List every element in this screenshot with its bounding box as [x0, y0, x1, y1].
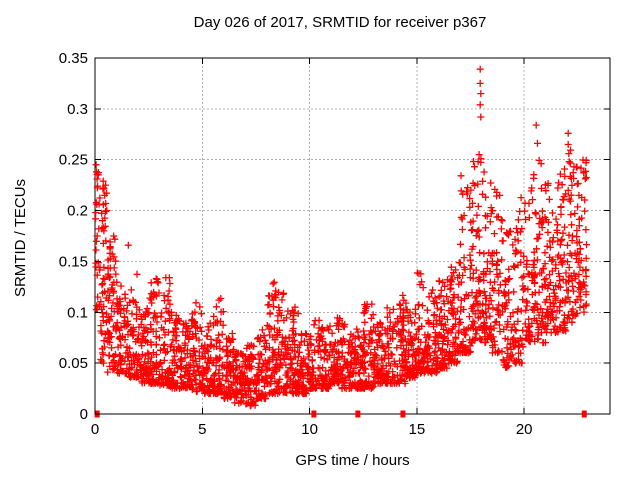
x-tick-label: 15 — [409, 421, 426, 438]
x-tick-label: 20 — [516, 421, 533, 438]
y-tick-label: 0.3 — [67, 101, 88, 118]
x-tick-label: 0 — [91, 421, 99, 438]
data-points — [92, 65, 590, 410]
y-tick-label: 0.2 — [67, 203, 88, 220]
zero-value-marker — [581, 410, 587, 418]
y-tick-label: 0.25 — [59, 152, 88, 169]
zero-value-marker — [355, 410, 361, 418]
y-tick-label: 0.1 — [67, 304, 88, 321]
x-axis-label: GPS time / hours — [295, 452, 410, 469]
chart-title: Day 026 of 2017, SRMTID for receiver p36… — [193, 14, 487, 31]
y-tick-label: 0.05 — [59, 355, 88, 372]
x-tick-label: 10 — [301, 421, 318, 438]
x-tick-label: 5 — [198, 421, 206, 438]
zero-value-marker — [311, 410, 317, 418]
y-tick-label: 0 — [80, 406, 88, 423]
zero-value-marker — [400, 410, 406, 418]
y-tick-label: 0.15 — [59, 253, 88, 270]
y-tick-label: 0.35 — [59, 50, 88, 67]
